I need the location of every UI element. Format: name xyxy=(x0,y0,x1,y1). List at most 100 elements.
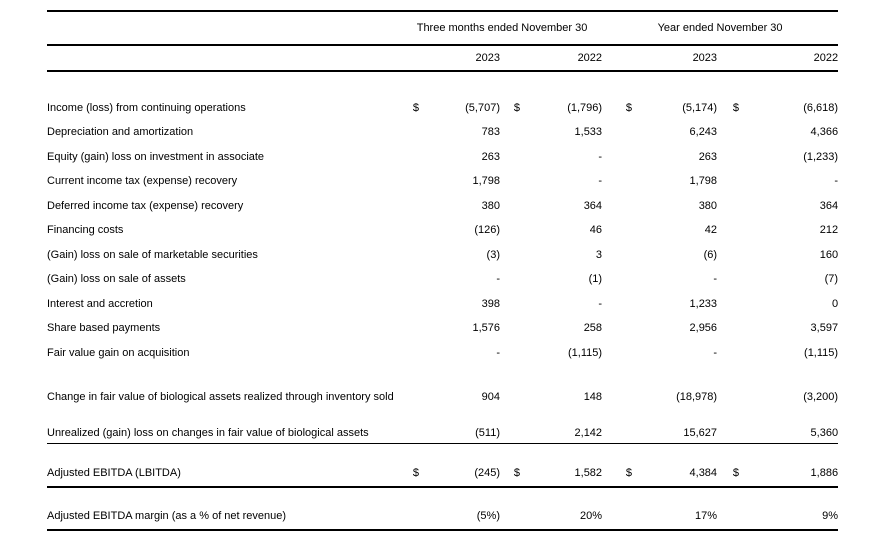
row-label: Adjusted EBITDA (LBITDA) xyxy=(47,461,402,488)
currency-symbol: $ xyxy=(625,101,633,114)
currency-symbol xyxy=(402,341,419,366)
table-row: Income (loss) from continuing operations… xyxy=(47,96,838,121)
currency-symbol: $ xyxy=(717,461,740,488)
spacer-row xyxy=(47,71,838,96)
row-label: Depreciation and amortization xyxy=(47,126,194,139)
value-three-months-2023: (245) xyxy=(419,461,500,488)
value-year-2022: (7) xyxy=(824,273,839,286)
currency-symbol xyxy=(402,243,419,268)
currency-symbol xyxy=(500,341,520,366)
currency-symbol xyxy=(500,170,520,195)
currency-symbol xyxy=(500,243,520,268)
currency-symbol xyxy=(602,243,632,268)
value-year-2022: 4,366 xyxy=(810,126,839,139)
value-three-months-2022: 1,533 xyxy=(574,126,603,139)
value-three-months-2022: 46 xyxy=(589,224,603,237)
value-year-2022: 3,597 xyxy=(810,322,839,335)
table-row: Equity (gain) loss on investment in asso… xyxy=(47,145,838,170)
value-three-months-2022: - xyxy=(598,175,603,188)
year-header-q-2023: 2023 xyxy=(419,45,500,72)
value-three-months-2022: 3 xyxy=(595,248,603,261)
spacer-cell xyxy=(47,444,838,462)
value-year-2023: - xyxy=(713,346,718,359)
row-label: Change in fair value of biological asset… xyxy=(47,390,394,403)
header-spacer xyxy=(500,45,520,72)
header-spacer xyxy=(47,11,402,46)
spacer-cell xyxy=(47,406,838,424)
row-label: Interest and accretion xyxy=(47,297,153,310)
row-label: Current income tax (expense) recovery xyxy=(47,175,238,188)
currency-symbol xyxy=(500,194,520,219)
currency-symbol: $ xyxy=(500,461,520,488)
currency-symbol xyxy=(402,317,419,342)
currency-symbol xyxy=(717,317,739,342)
table-row: Adjusted EBITDA margin (as a % of net re… xyxy=(47,504,839,531)
currency-symbol xyxy=(717,194,739,219)
value-year-2022: 212 xyxy=(819,224,839,237)
header-spacer xyxy=(717,45,740,72)
table-row: Depreciation and amortization 783 1,533 … xyxy=(47,121,838,146)
value-three-months-2022: 20% xyxy=(520,504,603,531)
currency-symbol xyxy=(717,366,739,406)
year-header-row: 2023 2022 2023 2022 xyxy=(47,45,839,72)
currency-symbol xyxy=(402,292,419,317)
table-row: Deferred income tax (expense) recovery 3… xyxy=(47,194,838,219)
currency-symbol xyxy=(717,170,739,195)
row-label: Share based payments xyxy=(47,322,161,335)
row-label: Unrealized (gain) loss on changes in fai… xyxy=(47,423,402,444)
row-label: Deferred income tax (expense) recovery xyxy=(47,199,244,212)
currency-symbol xyxy=(717,121,739,146)
value-year-2022: (6,618) xyxy=(803,101,839,114)
currency-symbol: $ xyxy=(412,101,419,114)
currency-symbol xyxy=(602,145,632,170)
year-header-q-2022: 2022 xyxy=(520,45,603,72)
currency-symbol xyxy=(717,219,739,244)
currency-symbol xyxy=(602,317,632,342)
currency-symbol xyxy=(602,268,632,293)
currency-symbol xyxy=(500,268,520,293)
value-three-months-2023: 783 xyxy=(481,126,500,139)
currency-symbol xyxy=(402,504,419,531)
currency-symbol: $ xyxy=(602,461,633,488)
currency-symbol xyxy=(717,243,739,268)
value-year-2022: 1,886 xyxy=(739,461,839,488)
value-year-2023: 6,243 xyxy=(689,126,718,139)
value-three-months-2023: (511) xyxy=(419,423,500,444)
spacer-row xyxy=(47,406,838,424)
spacer-row xyxy=(47,444,838,462)
currency-symbol xyxy=(602,292,632,317)
value-three-months-2022: - xyxy=(598,150,603,163)
currency-symbol: $ xyxy=(513,101,520,114)
table-row: Change in fair value of biological asset… xyxy=(47,366,838,406)
value-three-months-2023: - xyxy=(496,273,500,286)
value-year-2023: 42 xyxy=(704,224,718,237)
currency-symbol xyxy=(500,317,520,342)
currency-symbol xyxy=(402,268,419,293)
row-label: Financing costs xyxy=(47,224,124,237)
value-year-2023: 2,956 xyxy=(689,322,718,335)
currency-symbol xyxy=(402,121,419,146)
header-spacer xyxy=(47,45,402,72)
value-three-months-2023: 904 xyxy=(481,390,500,403)
value-year-2022: - xyxy=(834,175,839,188)
period-header-row: Three months ended November 30 Year ende… xyxy=(47,11,839,46)
currency-symbol xyxy=(402,366,419,406)
currency-symbol xyxy=(717,292,739,317)
currency-symbol xyxy=(500,292,520,317)
spacer-cell xyxy=(47,487,838,505)
value-three-months-2023: 398 xyxy=(481,297,500,310)
value-year-2023: 15,627 xyxy=(632,423,718,444)
currency-symbol xyxy=(602,121,632,146)
currency-symbol xyxy=(402,219,419,244)
currency-symbol xyxy=(500,504,520,531)
value-year-2023: (18,978) xyxy=(676,390,718,403)
period-header-three-months: Three months ended November 30 xyxy=(402,11,603,46)
table-row: Unrealized (gain) loss on changes in fai… xyxy=(47,423,839,444)
value-year-2022: (1,115) xyxy=(804,346,839,359)
value-three-months-2023: (5,707) xyxy=(465,101,500,114)
value-year-2023: 1,233 xyxy=(689,297,718,310)
value-year-2023: 1,798 xyxy=(689,175,718,188)
year-header-y-2022: 2022 xyxy=(739,45,839,72)
value-three-months-2023: 380 xyxy=(481,199,500,212)
currency-symbol xyxy=(717,341,739,366)
